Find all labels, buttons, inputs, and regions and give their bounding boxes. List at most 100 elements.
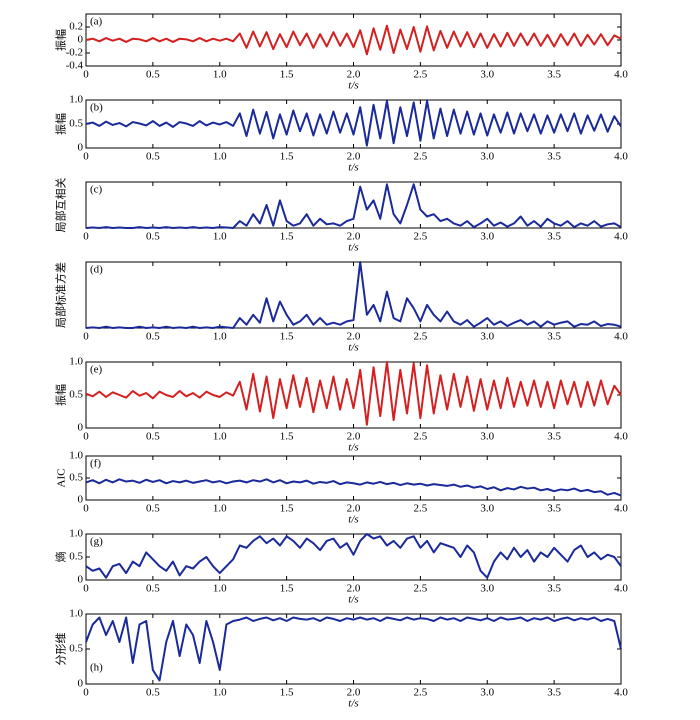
x-tick-label: 0 [83, 583, 89, 595]
plot-frame [85, 181, 622, 229]
x-tick-label: 1.5 [280, 431, 294, 443]
x-tick-label: 1.5 [280, 231, 294, 243]
y-tick-label: 1.0 [69, 528, 83, 540]
x-tick-label: 2.5 [414, 331, 428, 343]
plot-frame [85, 99, 622, 149]
x-tick-label: 4.0 [614, 431, 628, 443]
x-tick-label: 4.0 [614, 583, 628, 595]
y-axis-label: 局部标准方差 [54, 262, 68, 328]
x-tick-label: 4.0 [614, 69, 628, 81]
x-tick-label: 1.5 [280, 503, 294, 515]
x-tick-label: 1.0 [213, 431, 227, 443]
x-tick-label: 1.0 [213, 151, 227, 163]
y-tick-label: -0.2 [66, 47, 83, 59]
signal-line [85, 616, 622, 682]
x-tick-label: 1.0 [213, 583, 227, 595]
x-axis-label: t/s [348, 242, 358, 254]
signal-line [85, 361, 622, 426]
x-tick-label: 3.0 [480, 231, 494, 243]
x-tick-label: 0 [83, 69, 89, 81]
x-tick-label: 3.5 [547, 69, 561, 81]
y-tick-label: 0 [78, 142, 84, 154]
x-tick-label: 3.0 [480, 583, 494, 595]
y-tick-label: 0.2 [69, 21, 83, 33]
x-tick-label: 1.0 [213, 231, 227, 243]
x-tick-label: 1.5 [280, 151, 294, 163]
x-tick-label: 0.5 [146, 687, 160, 699]
x-tick-label: 0 [83, 503, 89, 515]
x-axis-label: t/s [348, 514, 358, 526]
x-tick-label: 0.5 [146, 431, 160, 443]
panel-label: (b) [90, 102, 103, 114]
y-axis-label: 振幅 [54, 113, 68, 135]
x-tick-label: 2.5 [414, 231, 428, 243]
x-tick-label: 1.0 [213, 69, 227, 81]
x-axis-label: t/s [348, 342, 358, 354]
y-axis-label: 分形维 [55, 633, 68, 666]
x-tick-label: 4.0 [614, 151, 628, 163]
signal-line [85, 261, 622, 329]
y-tick-label: -0.4 [66, 60, 84, 72]
y-tick-label: 1.0 [69, 356, 83, 368]
y-tick-label: 0.5 [69, 551, 83, 563]
signal-line [85, 24, 622, 56]
y-axis-label: 熵 [54, 552, 68, 563]
x-tick-label: 2.0 [347, 687, 361, 699]
y-tick-label: 1.0 [69, 450, 83, 462]
x-tick-label: 3.5 [547, 687, 561, 699]
y-tick-label: 0.5 [69, 472, 83, 484]
x-tick-label: 3.5 [547, 151, 561, 163]
y-tick-label: 0 [78, 678, 84, 690]
x-tick-label: 0.5 [146, 583, 160, 595]
signal-line [85, 99, 622, 147]
x-axis-label: t/s [348, 80, 358, 92]
x-tick-label: 3.5 [547, 231, 561, 243]
y-tick-label: 0 [78, 574, 84, 586]
x-axis-label: t/s [348, 442, 358, 454]
y-tick-label: 0.5 [69, 389, 83, 401]
x-tick-label: 1.5 [280, 687, 294, 699]
x-tick-label: 4.0 [614, 331, 628, 343]
x-tick-label: 2.0 [347, 583, 361, 595]
panel-label: (a) [90, 16, 103, 28]
x-axis-label: t/s [348, 594, 358, 606]
plot-frame [85, 13, 622, 67]
x-tick-label: 0.5 [146, 151, 160, 163]
x-tick-label: 2.0 [347, 151, 361, 163]
signal-line [85, 533, 622, 579]
x-tick-label: 3.0 [480, 687, 494, 699]
panel-label: (d) [90, 264, 103, 276]
y-tick-label: 0 [78, 422, 84, 434]
x-tick-label: 2.5 [414, 503, 428, 515]
x-tick-label: 1.5 [280, 69, 294, 81]
x-tick-label: 0.5 [146, 331, 160, 343]
x-tick-label: 3.0 [480, 151, 494, 163]
x-tick-label: 0.5 [146, 503, 160, 515]
x-tick-label: 1.0 [213, 331, 227, 343]
x-tick-label: 0 [83, 331, 89, 343]
x-tick-label: 3.0 [480, 431, 494, 443]
y-tick-label: 1.0 [69, 94, 83, 106]
x-tick-label: 2.5 [414, 151, 428, 163]
y-tick-label: 0 [78, 494, 84, 506]
x-tick-label: 1.5 [280, 331, 294, 343]
x-tick-label: 3.5 [547, 503, 561, 515]
y-tick-label: 0.5 [69, 118, 83, 130]
x-tick-label: 2.5 [414, 583, 428, 595]
x-tick-label: 3.5 [547, 431, 561, 443]
x-tick-label: 2.5 [414, 431, 428, 443]
panel-label: (f) [90, 458, 101, 470]
x-tick-label: 0 [83, 231, 89, 243]
y-axis-label: 振幅 [54, 29, 68, 51]
x-tick-label: 2.0 [347, 431, 361, 443]
x-tick-label: 3.0 [480, 69, 494, 81]
x-tick-label: 0 [83, 687, 89, 699]
x-tick-label: 3.0 [480, 503, 494, 515]
plot-frame [85, 613, 622, 685]
panel-label: (g) [90, 536, 103, 548]
plot-frame [85, 533, 622, 581]
x-tick-label: 0 [83, 431, 89, 443]
x-tick-label: 3.5 [547, 331, 561, 343]
signal-line [85, 478, 622, 497]
